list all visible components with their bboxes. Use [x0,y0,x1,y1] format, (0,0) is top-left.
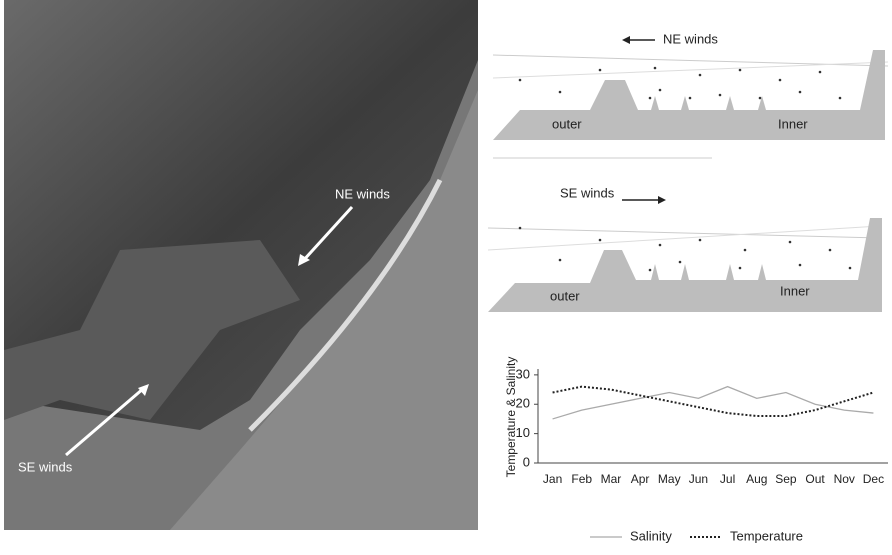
x-tick-label: Out [805,472,825,486]
particle [738,266,742,270]
lagoon [4,240,300,420]
basin [488,218,882,312]
beach [248,178,443,432]
y-tick-label: 10 [516,425,530,440]
particle [718,93,722,97]
wind-arrowhead [658,196,666,204]
particle [848,266,852,270]
ridge [726,264,734,280]
particle [598,238,602,242]
particle [798,90,802,94]
particle [558,258,562,262]
particle [798,263,802,267]
water-line [492,61,889,79]
legend-label: Temperature [730,528,803,543]
particle [658,88,662,92]
photo-label: SE winds [18,459,73,474]
ne-arrowhead [298,254,310,266]
particle [738,68,742,72]
particle [818,70,822,74]
particle [518,226,522,230]
basin [493,50,885,140]
legend-label: Salinity [630,528,672,543]
ridge [726,96,734,110]
ridge [758,264,766,280]
particle [648,268,652,272]
inner-label: Inner [778,116,808,131]
particle [828,248,832,252]
ridge [651,264,659,280]
diagram-ne: NE winds outer Inner [492,31,889,159]
aerial-photo: NE winds SE winds [4,0,478,530]
particle [518,78,522,82]
ne-arrow [300,205,354,264]
y-tick-label: 20 [516,396,530,411]
x-tick-label: Mar [601,472,622,486]
water-line [487,227,881,239]
water-line [487,225,881,251]
x-tick-label: Nov [834,472,855,486]
outer-label: outer [552,116,582,131]
ridge [651,96,659,110]
particle [653,66,657,70]
x-tick-label: Feb [571,472,592,486]
ridge [681,264,689,280]
y-tick-label: 30 [516,366,530,381]
particle [648,96,652,100]
particle [788,240,792,244]
particle [698,238,702,242]
particle [778,78,782,82]
se-arrowhead [138,384,149,396]
x-tick-label: Jul [720,472,735,486]
particle [558,90,562,94]
wind-label: SE winds [560,185,615,200]
wind-arrowhead [622,36,630,44]
diagram-se: SE winds outer Inner [487,185,882,312]
x-tick-label: Sep [775,472,797,486]
x-tick-label: May [658,472,681,486]
particle [698,73,702,77]
particle [658,243,662,247]
particle [678,260,682,264]
particle [598,68,602,72]
y-axis-label: Temperature & Salinity [504,357,518,478]
y-tick-label: 0 [523,454,530,469]
series-line [552,385,874,417]
x-tick-label: Jan [543,472,562,486]
x-tick-label: Jun [689,472,708,486]
particle [838,96,842,100]
se-arrow [65,386,145,457]
particle [688,96,692,100]
x-tick-label: Aug [746,472,767,486]
series-line [552,385,874,420]
particle [743,248,747,252]
sea [170,90,478,530]
x-tick-label: Dec [863,472,884,486]
photo-label: NE winds [335,186,390,201]
wind-label: NE winds [663,31,718,46]
x-tick-label: Apr [631,472,650,486]
inner-label: Inner [780,283,810,298]
outer-label: outer [550,288,580,303]
ridge [681,96,689,110]
particle [758,96,762,100]
ridge [758,96,766,110]
